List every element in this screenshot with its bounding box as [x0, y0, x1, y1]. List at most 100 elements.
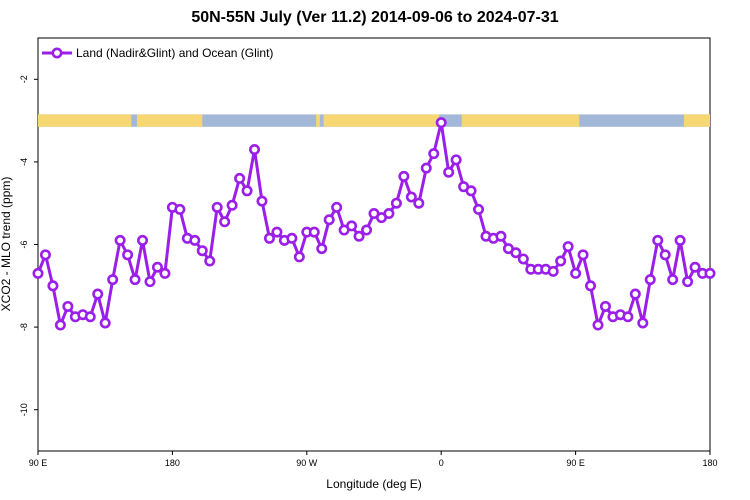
land-ocean-band — [38, 114, 710, 127]
data-point — [398, 170, 410, 182]
land-segment — [323, 114, 440, 127]
data-point — [599, 300, 611, 312]
data-point — [361, 224, 373, 236]
data-point — [473, 203, 485, 215]
data-point — [271, 226, 283, 238]
series-layer — [32, 117, 716, 331]
y-axis-label: XCO2 - MLO trend (ppm) — [0, 177, 13, 312]
data-point — [137, 234, 149, 246]
chart-title: 50N-55N July (Ver 11.2) 2014-09-06 to 20… — [191, 9, 559, 26]
land-segment — [461, 114, 580, 127]
data-point — [293, 251, 305, 263]
x-tick-label: 180 — [702, 458, 717, 468]
data-point — [390, 197, 402, 209]
data-point — [219, 216, 231, 228]
data-point — [107, 274, 119, 286]
data-point — [413, 197, 425, 209]
series-line — [36, 121, 710, 327]
data-point — [704, 267, 716, 279]
data-point — [517, 253, 529, 265]
data-point — [592, 319, 604, 331]
x-tick-label: 90 W — [296, 458, 318, 468]
data-point — [644, 274, 656, 286]
data-point — [249, 144, 261, 156]
data-point — [308, 226, 320, 238]
data-point — [428, 148, 440, 160]
data-point — [577, 249, 589, 261]
data-point — [84, 311, 96, 323]
data-point — [585, 280, 597, 292]
data-point — [129, 274, 141, 286]
land-segment — [38, 114, 132, 127]
data-point — [263, 232, 275, 244]
data-point — [652, 234, 664, 246]
data-point — [405, 191, 417, 203]
x-tick-label: 90 E — [566, 458, 585, 468]
data-point — [32, 267, 44, 279]
data-point — [637, 317, 649, 329]
y-tick-label: -4 — [19, 158, 29, 166]
data-point — [659, 249, 671, 261]
y-tick-label: -10 — [19, 403, 29, 416]
legend-label: Land (Nadir&Glint) and Ocean (Glint) — [76, 46, 273, 60]
data-point — [286, 232, 298, 244]
data-point — [547, 265, 559, 277]
land-segment — [683, 114, 710, 127]
x-axis-label: Longitude (deg E) — [326, 477, 421, 491]
data-point — [39, 249, 51, 261]
data-point — [144, 276, 156, 288]
data-point — [622, 311, 634, 323]
data-point — [689, 261, 701, 273]
data-point — [196, 245, 208, 257]
data-point — [189, 234, 201, 246]
data-point — [435, 117, 447, 129]
data-point — [316, 243, 328, 255]
x-tick-label: 90 E — [29, 458, 48, 468]
data-point — [674, 234, 686, 246]
data-point — [241, 185, 253, 197]
data-point — [331, 201, 343, 213]
data-point — [256, 195, 268, 207]
data-point — [562, 241, 574, 253]
data-point — [114, 234, 126, 246]
data-point — [62, 300, 74, 312]
data-point — [226, 199, 238, 211]
data-point — [151, 261, 163, 273]
data-point — [234, 172, 246, 184]
data-point — [211, 201, 223, 213]
data-point — [122, 249, 134, 261]
data-point — [174, 203, 186, 215]
data-point — [204, 255, 216, 267]
axis-ticks: 90 E 180 90 W 0 90 E 180 -2 -4 -6 -8 -10 — [19, 75, 718, 468]
data-point — [159, 267, 171, 279]
x-tick-label: 180 — [165, 458, 180, 468]
data-point — [570, 267, 582, 279]
data-point — [99, 317, 111, 329]
land-segment — [316, 114, 320, 127]
data-point — [682, 276, 694, 288]
data-point — [555, 255, 567, 267]
data-point — [54, 319, 66, 331]
data-point — [465, 185, 477, 197]
legend: Land (Nadir&Glint) and Ocean (Glint) — [42, 46, 273, 60]
y-tick-label: -6 — [19, 240, 29, 248]
data-point — [450, 154, 462, 166]
data-point — [383, 208, 395, 220]
data-point — [346, 220, 358, 232]
x-tick-label: 0 — [439, 458, 444, 468]
data-point — [629, 288, 641, 300]
y-tick-label: -8 — [19, 323, 29, 331]
data-point — [495, 230, 507, 242]
data-point — [92, 288, 104, 300]
data-point — [420, 162, 432, 174]
y-tick-label: -2 — [19, 75, 29, 83]
data-point — [47, 280, 59, 292]
data-point — [443, 166, 455, 178]
land-segment — [136, 114, 203, 127]
data-point — [353, 230, 365, 242]
legend-marker — [51, 47, 63, 59]
plot-frame — [37, 37, 711, 452]
data-point — [323, 214, 335, 226]
data-point — [667, 274, 679, 286]
